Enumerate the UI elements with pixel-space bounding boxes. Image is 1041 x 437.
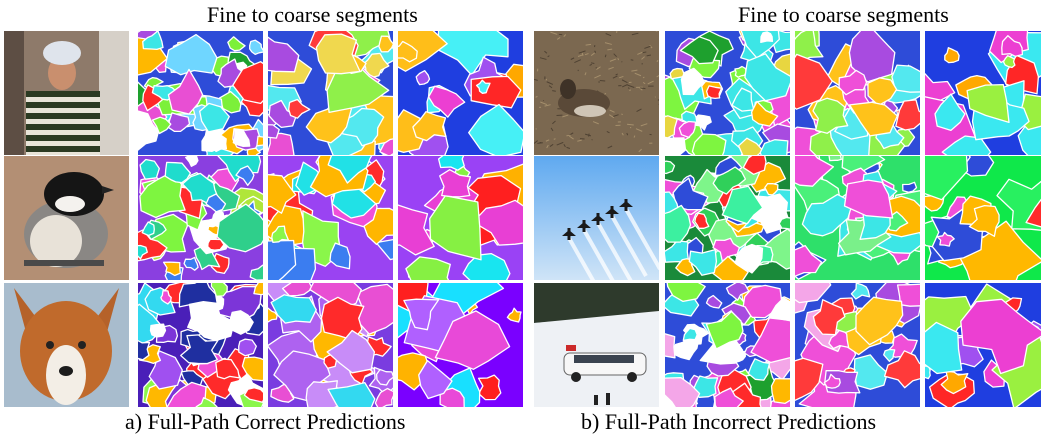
segment-coarse (398, 31, 523, 155)
segment-fine (138, 283, 263, 407)
panel-b-heading: Fine to coarse segments (738, 2, 949, 27)
segment-coarse (398, 283, 523, 407)
segment-coarse (398, 156, 523, 280)
segment-fine (665, 31, 790, 155)
segment-fine (138, 156, 263, 280)
panel-a-heading: Fine to coarse segments (207, 2, 418, 27)
photo-bird-on-ground (534, 31, 659, 155)
segment-coarse (925, 283, 1041, 407)
segment-medium (268, 283, 393, 407)
photo-dog (4, 283, 129, 407)
photo-person (4, 31, 129, 155)
segment-medium (268, 156, 393, 280)
segment-medium (795, 31, 920, 155)
photo-snow-car (534, 283, 659, 407)
segment-fine (665, 283, 790, 407)
panel-b-caption: b) Full-Path Incorrect Predictions (581, 409, 877, 434)
segment-fine (138, 31, 263, 155)
segment-coarse (925, 31, 1041, 155)
photo-bird (4, 156, 129, 280)
segment-fine (665, 156, 790, 280)
panel-a-caption: a) Full-Path Correct Predictions (125, 409, 406, 434)
segment-medium (268, 31, 393, 155)
segment-coarse (925, 156, 1041, 280)
segment-medium (795, 156, 920, 280)
segment-medium (795, 283, 920, 407)
photo-jets (534, 156, 659, 280)
